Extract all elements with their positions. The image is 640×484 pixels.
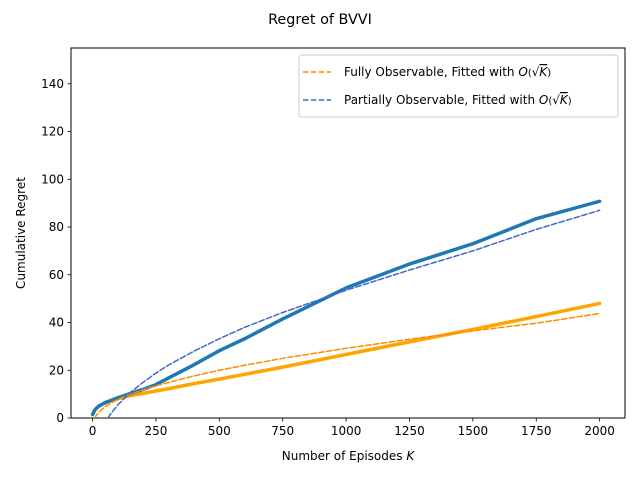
- chart-title: Regret of BVVI: [268, 12, 372, 28]
- series-line-3: [107, 209, 601, 418]
- legend-label-partially-o: O: [539, 93, 548, 107]
- x-tick-label-7: 1750: [521, 424, 552, 438]
- y-tick-label-2: 40: [49, 316, 64, 330]
- x-axis-label: Number of Episodes K: [282, 449, 416, 463]
- x-tick-label-8: 2000: [584, 424, 615, 438]
- legend-label-fully-text: Fully Observable, Fitted with: [344, 65, 518, 79]
- legend-label-fully-paren-close: ): [547, 68, 551, 79]
- x-axis-label-var: K: [406, 449, 415, 463]
- x-tick-label-0: 0: [89, 424, 97, 438]
- y-tick-label-1: 20: [49, 363, 64, 377]
- legend-label-fully-k: K: [539, 65, 548, 79]
- series-line-2: [94, 312, 601, 418]
- legend-label-fully: Fully Observable, Fitted with O(√K): [344, 65, 551, 79]
- legend-label-partially: Partially Observable, Fitted with O(√K): [344, 93, 572, 107]
- series-line-1: [90, 199, 602, 417]
- x-tick-label-4: 1000: [331, 424, 362, 438]
- legend-label-fully-o: O: [518, 65, 527, 79]
- series-layer: [90, 199, 602, 418]
- series-line-0: [90, 301, 602, 417]
- y-tick-label-6: 120: [41, 125, 64, 139]
- y-tick-label-7: 140: [41, 77, 64, 91]
- legend-label-fully-root: √: [532, 65, 540, 79]
- x-tick-label-5: 1250: [394, 424, 425, 438]
- legend-label-partially-text: Partially Observable, Fitted with: [344, 93, 539, 107]
- x-axis-label-text: Number of Episodes: [282, 449, 403, 463]
- legend-label-partially-k: K: [560, 93, 569, 107]
- y-tick-label-0: 0: [56, 411, 64, 425]
- y-axis-label: Cumulative Regret: [14, 177, 28, 289]
- y-tick-label-3: 60: [49, 268, 64, 282]
- legend-label-partially-paren: (: [548, 96, 552, 107]
- x-tick-label-3: 750: [271, 424, 294, 438]
- x-tick-label-6: 1500: [458, 424, 489, 438]
- x-tick-label-1: 250: [144, 424, 167, 438]
- x-tick-label-2: 500: [208, 424, 231, 438]
- legend-label-partially-root: √: [552, 93, 560, 107]
- legend-label-partially-paren-close: ): [568, 96, 572, 107]
- y-tick-label-4: 80: [49, 220, 64, 234]
- y-tick-label-5: 100: [41, 172, 64, 186]
- legend: Fully Observable, Fitted with O(√K) Part…: [298, 54, 619, 118]
- plot-frame: [70, 47, 626, 419]
- axis-ticks: 0 250 500 750 1000 1250 1500 1750 2000 0 20 40 60 80 1…: [41, 77, 615, 438]
- legend-label-fully-paren: (: [528, 68, 532, 79]
- legend-frame: [298, 54, 619, 118]
